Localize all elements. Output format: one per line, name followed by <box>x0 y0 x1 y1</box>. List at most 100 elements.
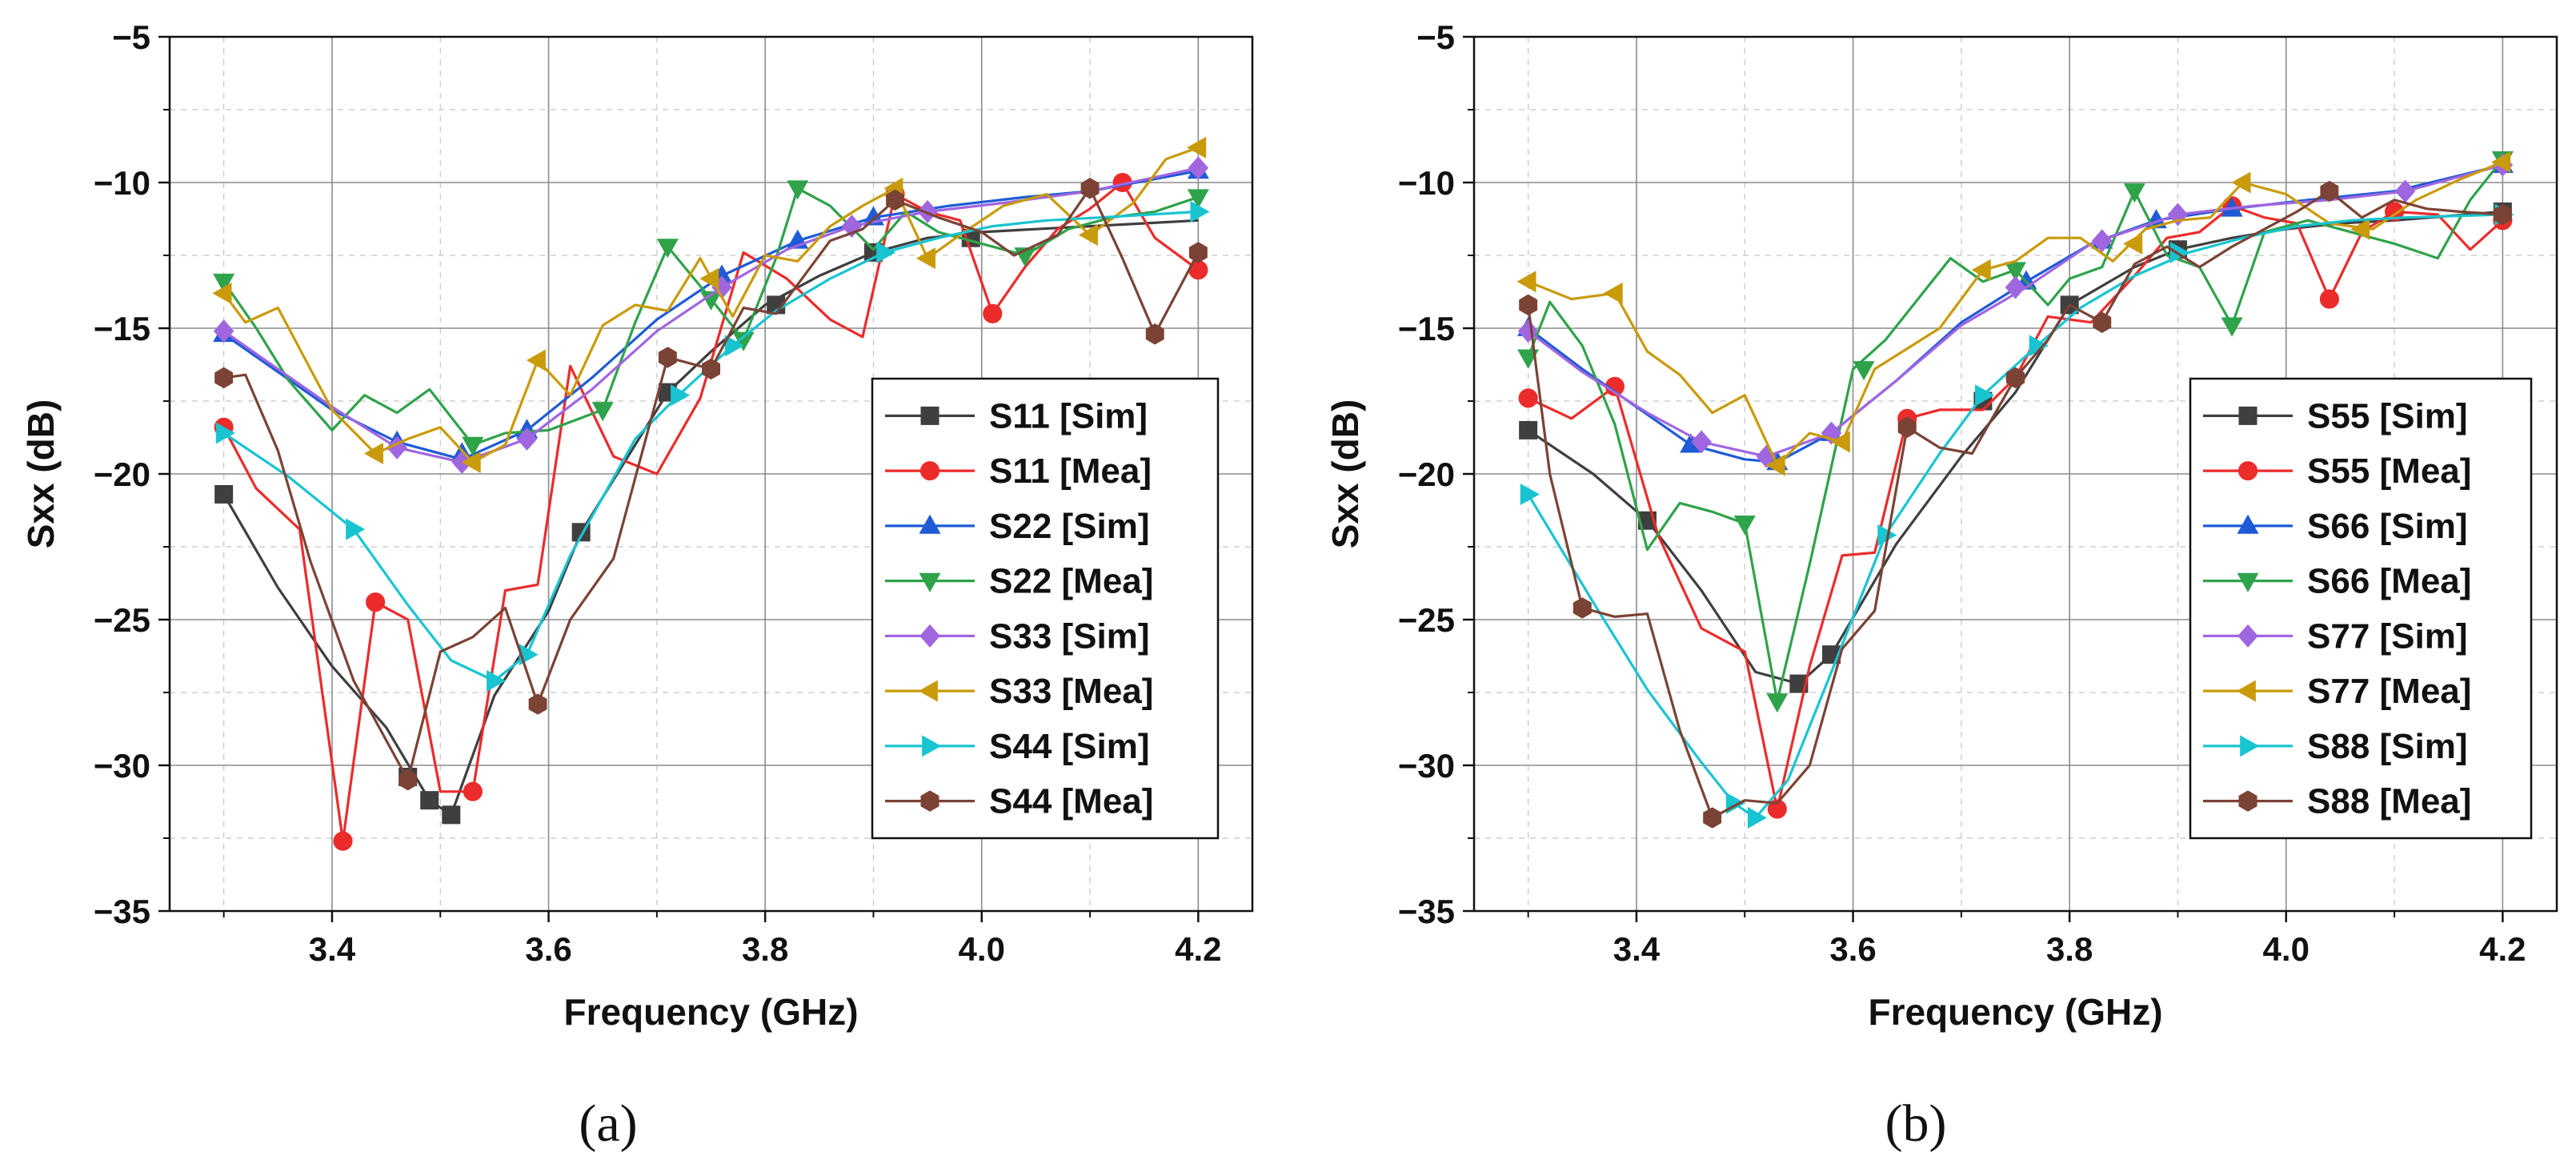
data-point <box>212 282 232 304</box>
data-point <box>1853 361 1875 381</box>
data-point <box>591 402 614 422</box>
series-line <box>223 187 1200 781</box>
data-point <box>2123 232 2143 255</box>
legend-marker <box>2240 735 2260 757</box>
data-point <box>2394 179 2416 203</box>
data-point <box>1603 282 1623 304</box>
x-tick-label: 4.2 <box>1175 930 1221 968</box>
legend-label: S44 [Sim] <box>989 727 1150 766</box>
y-tick-label: −35 <box>94 893 150 930</box>
legend-label: S55 [Sim] <box>2307 396 2468 435</box>
legend-marker <box>2237 514 2259 534</box>
data-point <box>1187 136 1207 159</box>
data-point <box>528 693 547 715</box>
y-tick-label: −5 <box>112 18 150 56</box>
legend-label: S22 [Sim] <box>989 507 1150 546</box>
data-point <box>658 347 677 368</box>
data-point <box>983 303 1003 323</box>
data-point <box>1080 178 1100 199</box>
data-point <box>1756 444 1777 468</box>
y-tick-label: −25 <box>94 601 150 639</box>
data-point <box>463 781 483 801</box>
series-s44-mea <box>214 178 1208 791</box>
plot-frame <box>1472 35 2558 913</box>
legend-label: S55 [Mea] <box>2307 452 2471 491</box>
legend-marker <box>919 572 941 592</box>
data-point <box>702 358 720 380</box>
data-point <box>1520 483 1540 505</box>
series-s88-mea <box>1519 180 2512 829</box>
data-point <box>399 769 418 791</box>
data-point <box>461 451 481 473</box>
data-point <box>1518 388 1538 408</box>
data-point <box>1830 431 1850 453</box>
data-point <box>1971 259 1991 281</box>
x-tick-label: 3.8 <box>2046 930 2093 968</box>
x-tick-label: 4.0 <box>2263 930 2310 968</box>
data-point <box>2221 317 2243 337</box>
data-point <box>1897 416 1917 438</box>
data-point <box>1190 200 1210 223</box>
data-point <box>462 436 484 456</box>
data-point <box>2091 229 2113 253</box>
legend-label: S88 [Sim] <box>2307 727 2468 766</box>
plot-frame <box>168 35 1254 913</box>
y-tick-label: −20 <box>1398 456 1455 493</box>
y-tick-label: −15 <box>1398 310 1455 347</box>
data-point <box>215 422 235 444</box>
data-point <box>671 384 691 407</box>
data-point <box>526 349 546 371</box>
x-tick-label: 4.0 <box>959 930 1005 968</box>
data-point <box>346 518 366 540</box>
legend-label: S22 [Mea] <box>989 562 1153 601</box>
data-point <box>1766 693 1789 713</box>
series-line <box>1527 213 2503 820</box>
data-point <box>366 592 386 612</box>
data-point <box>876 241 896 263</box>
legend-label: S44 [Mea] <box>989 782 1153 821</box>
chart-panel-b: 3.4 3.6 3.8 4.0 4.2 −5 −10 −15 −20 −25 −30 −35 Frequ… <box>1324 18 2558 1153</box>
data-point <box>363 443 383 465</box>
y-tick-label: −35 <box>1398 893 1455 930</box>
x-tick-label: 4.2 <box>2479 930 2526 968</box>
series-line <box>1527 163 2503 458</box>
data-point <box>1187 189 1209 209</box>
data-point <box>915 247 935 270</box>
data-point <box>1733 516 1756 536</box>
data-point <box>1789 674 1809 693</box>
series-line <box>222 181 1200 843</box>
data-point <box>1703 807 1722 829</box>
legend-marker <box>919 624 940 648</box>
series-s77-mea <box>1516 151 2511 476</box>
data-point <box>516 427 538 451</box>
data-point <box>1691 430 1712 454</box>
series-s77-sim <box>1517 153 2514 468</box>
legend-marker <box>919 461 940 481</box>
data-point <box>2319 289 2339 309</box>
data-point <box>2169 241 2189 263</box>
series-line <box>222 167 1199 464</box>
legend-marker <box>2238 790 2258 812</box>
y-axis-title: Sxx (dB) <box>20 399 62 549</box>
x-tick-label: 3.8 <box>742 930 788 968</box>
y-tick-label: −20 <box>94 456 150 493</box>
legend: S55 [Sim] S55 [Mea] S66 [Sim] S66 [Mea] S77 … <box>2189 377 2533 840</box>
data-point <box>2093 311 2112 333</box>
data-point <box>2005 275 2026 299</box>
data-point <box>213 319 234 343</box>
data-point <box>699 267 719 290</box>
data-point <box>656 239 679 259</box>
y-axis-title: Sxx (dB) <box>1324 399 1366 549</box>
data-point <box>2231 171 2251 194</box>
data-point <box>214 367 234 389</box>
data-point <box>886 189 904 211</box>
data-point <box>2320 180 2339 203</box>
x-axis-title: Frequency (GHz) <box>563 991 858 1033</box>
x-tick-label: 3.4 <box>309 930 356 968</box>
legend-marker <box>922 735 942 757</box>
data-point <box>1975 384 1995 407</box>
legend-marker <box>2236 680 2256 702</box>
data-point <box>724 335 744 357</box>
x-tick-label: 3.4 <box>1613 930 1661 968</box>
